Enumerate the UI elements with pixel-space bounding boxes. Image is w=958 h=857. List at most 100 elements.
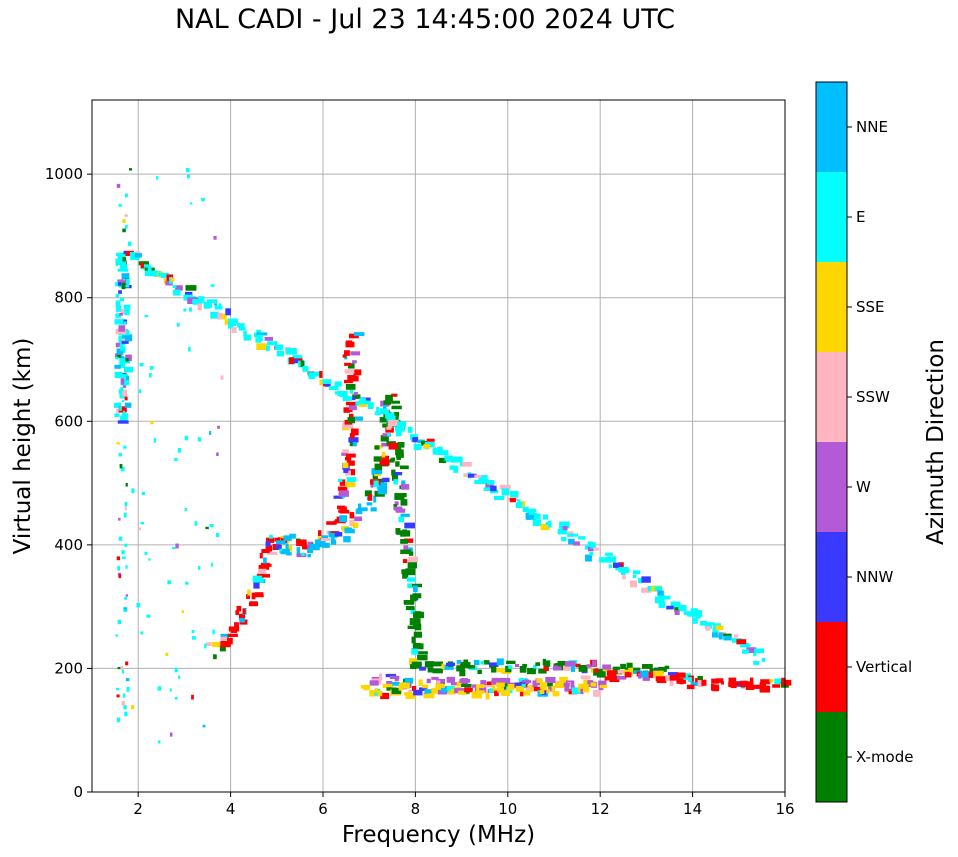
echo-mark (376, 482, 388, 489)
echo-mark (400, 513, 410, 517)
echo-mark (123, 366, 134, 373)
echo-mark (580, 688, 584, 695)
echo-mark (128, 168, 133, 171)
echo-mark (349, 387, 353, 394)
echo-mark (405, 693, 416, 699)
echo-mark (333, 495, 344, 499)
echo-mark (393, 479, 399, 485)
echo-mark (172, 546, 176, 550)
echo-mark (578, 536, 586, 540)
echo-mark (590, 668, 595, 673)
echo-mark (307, 554, 311, 558)
echo-mark (418, 687, 427, 691)
echo-mark (494, 690, 499, 697)
echo-mark (114, 364, 121, 369)
echo-mark (715, 625, 724, 631)
echo-mark (351, 428, 359, 436)
echo-mark (239, 617, 245, 623)
echo-mark (120, 415, 128, 422)
echo-mark (407, 583, 413, 589)
echo-mark (120, 297, 125, 302)
echo-mark (485, 483, 494, 489)
echo-mark (116, 694, 120, 698)
echo-mark (489, 688, 494, 693)
echo-mark (400, 499, 408, 506)
echo-mark (357, 503, 362, 510)
echo-mark (326, 521, 334, 525)
echo-mark (753, 652, 757, 657)
echo-mark (509, 498, 516, 503)
echo-mark (618, 562, 624, 569)
echo-mark (285, 543, 289, 550)
echo-mark (587, 680, 594, 685)
x-tick-label: 16 (775, 800, 794, 818)
echo-mark (410, 594, 417, 602)
echo-mark (387, 421, 392, 428)
echo-mark (553, 692, 558, 696)
echo-mark (134, 253, 142, 258)
echo-mark (285, 348, 297, 355)
echo-mark (118, 388, 123, 394)
echo-mark (116, 717, 121, 723)
echo-mark (395, 453, 404, 458)
echo-mark (261, 549, 270, 554)
echo-mark (478, 690, 485, 694)
echo-mark (325, 383, 331, 387)
echo-mark (606, 556, 617, 563)
echo-mark (381, 455, 390, 462)
echo-mark (353, 332, 365, 337)
echo-mark (249, 601, 258, 606)
echo-mark (374, 445, 380, 450)
echo-mark (114, 371, 123, 378)
echo-mark (586, 664, 592, 668)
echo-mark (667, 672, 679, 676)
echo-mark (374, 688, 378, 693)
echo-mark (432, 668, 443, 674)
echo-mark (369, 680, 379, 686)
colorbar-tick-label: W (856, 478, 871, 496)
echo-mark (669, 674, 680, 681)
echo-mark (478, 685, 487, 693)
echo-mark (350, 351, 361, 356)
echo-mark (217, 312, 223, 320)
echo-mark (545, 660, 551, 667)
echo-mark (559, 525, 563, 530)
echo-mark (459, 678, 471, 683)
echo-mark (177, 675, 181, 679)
y-tick-label: 600 (54, 412, 83, 430)
echo-mark (458, 690, 469, 695)
echo-mark (395, 449, 404, 456)
echo-mark (346, 460, 355, 466)
echo-mark (377, 690, 383, 697)
echo-mark (364, 490, 372, 497)
echo-mark (313, 371, 322, 377)
echo-mark (121, 273, 130, 280)
echo-mark (585, 554, 592, 562)
echo-mark (417, 654, 428, 661)
echo-mark (412, 437, 419, 443)
echo-mark (117, 279, 127, 286)
echo-mark (759, 682, 766, 687)
echo-mark (402, 559, 408, 564)
echo-mark (539, 682, 547, 689)
echo-mark (395, 508, 406, 513)
echo-mark (115, 313, 121, 318)
echo-mark (523, 690, 531, 696)
echo-mark (679, 679, 684, 685)
echo-mark (712, 684, 720, 692)
echo-mark (521, 680, 532, 684)
echo-mark (177, 448, 181, 453)
echo-mark (386, 687, 397, 691)
echo-mark (491, 680, 501, 685)
echo-mark (118, 325, 126, 332)
echo-mark (121, 669, 125, 674)
echo-mark (265, 345, 270, 351)
echo-mark (345, 383, 356, 390)
echo-mark (589, 551, 594, 556)
echo-mark (379, 459, 390, 466)
echo-mark (120, 466, 125, 472)
echo-mark (221, 313, 227, 320)
echo-mark (383, 404, 387, 411)
echo-mark (118, 290, 122, 294)
echo-mark (697, 680, 704, 687)
